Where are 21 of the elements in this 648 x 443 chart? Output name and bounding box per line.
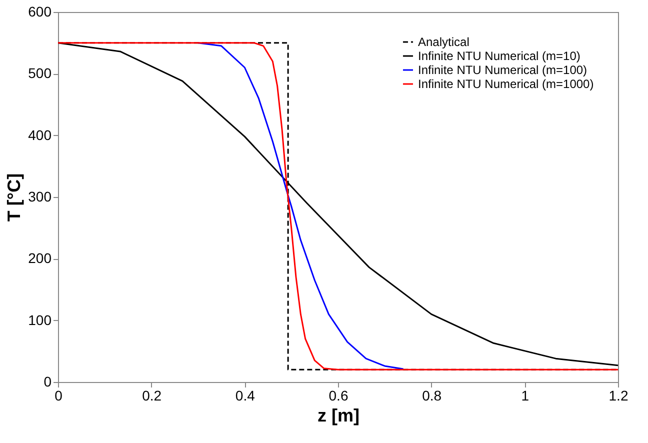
x-tick-label: 0.2: [142, 388, 162, 404]
x-tick-label: 0.6: [328, 388, 348, 404]
y-tick-label: 300: [28, 188, 52, 204]
y-axis-title: T [°C]: [4, 173, 24, 222]
y-tick-label: 100: [28, 312, 52, 328]
x-tick-label: 0.4: [235, 388, 256, 404]
x-tick-label: 0: [54, 388, 63, 404]
x-axis-title: z [m]: [318, 406, 360, 426]
legend-label: Analytical: [418, 35, 470, 49]
x-tick-label: 1: [521, 388, 530, 404]
y-tick-label: 500: [28, 65, 52, 82]
legend-label: Infinite NTU Numerical (m=1000): [418, 77, 594, 91]
y-tick-label: 200: [28, 250, 52, 266]
legend-label: Infinite NTU Numerical (m=10): [418, 49, 580, 63]
x-tick-label: 1.2: [608, 388, 628, 404]
y-tick-label: 0: [44, 374, 52, 390]
legend-label: Infinite NTU Numerical (m=100): [418, 63, 588, 77]
x-tick-label: 0.8: [422, 388, 442, 404]
y-tick-label: 600: [28, 4, 52, 20]
line-series: [197, 42, 404, 370]
y-tick-label: 400: [28, 126, 52, 143]
